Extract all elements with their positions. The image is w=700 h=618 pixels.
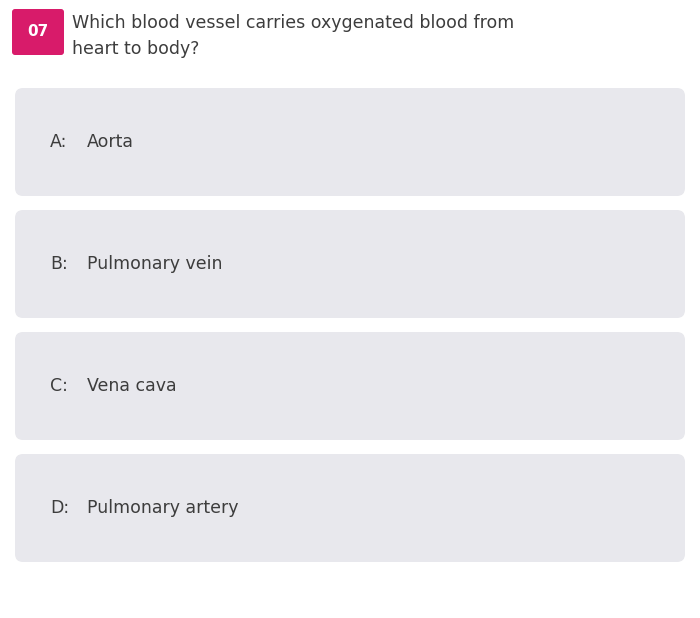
Text: Pulmonary vein: Pulmonary vein — [87, 255, 223, 273]
Text: Pulmonary artery: Pulmonary artery — [87, 499, 239, 517]
FancyBboxPatch shape — [12, 9, 64, 55]
FancyBboxPatch shape — [15, 332, 685, 440]
Text: D:: D: — [50, 499, 69, 517]
FancyBboxPatch shape — [15, 210, 685, 318]
FancyBboxPatch shape — [15, 88, 685, 196]
FancyBboxPatch shape — [15, 454, 685, 562]
Text: Vena cava: Vena cava — [87, 377, 176, 395]
Text: B:: B: — [50, 255, 68, 273]
Text: A:: A: — [50, 133, 67, 151]
Text: 07: 07 — [27, 25, 48, 40]
Text: Aorta: Aorta — [87, 133, 134, 151]
Text: Which blood vessel carries oxygenated blood from
heart to body?: Which blood vessel carries oxygenated bl… — [72, 14, 514, 57]
Text: C:: C: — [50, 377, 68, 395]
